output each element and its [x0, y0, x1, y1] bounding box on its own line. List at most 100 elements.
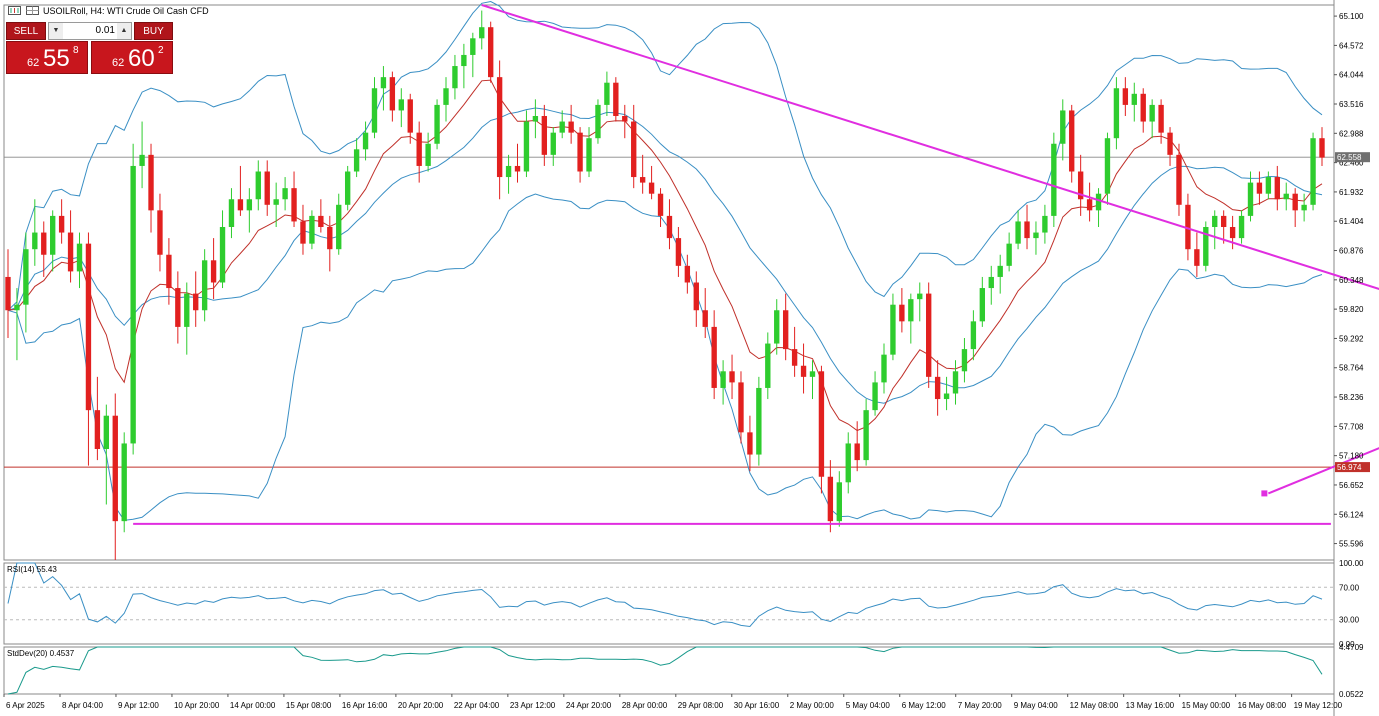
candle	[130, 143, 136, 455]
candle	[917, 282, 923, 322]
time-label: 30 Apr 16:00	[734, 701, 780, 710]
candle	[1122, 77, 1129, 116]
rsi-scale-label: 30.00	[1339, 616, 1360, 625]
candle	[1292, 188, 1298, 227]
candle-body	[246, 199, 253, 211]
candle-body	[604, 82, 610, 105]
chevron-up-icon[interactable]: ▲	[117, 23, 131, 39]
candle	[595, 99, 601, 144]
candle	[1006, 232, 1012, 272]
price-label: 61.932	[1339, 188, 1364, 197]
time-label: 16 May 08:00	[1238, 701, 1287, 710]
sell-price-prefix: 62	[27, 57, 40, 69]
candle-body	[1006, 243, 1012, 266]
candle-body	[282, 188, 288, 200]
bollinger-lower	[7, 193, 1323, 521]
candle	[23, 232, 29, 333]
candle-body	[452, 66, 458, 89]
candle-body	[94, 410, 101, 449]
candle	[112, 393, 118, 560]
candle	[881, 343, 887, 394]
candle	[854, 421, 860, 472]
candles	[5, 10, 1325, 560]
candle	[67, 210, 74, 283]
candle-body	[1024, 221, 1030, 239]
candle	[1033, 221, 1039, 255]
chevron-down-icon[interactable]: ▼	[49, 23, 63, 39]
candle	[479, 10, 485, 50]
candle	[648, 165, 655, 200]
lot-size-value[interactable]: 0.01	[95, 25, 115, 36]
candle-body	[622, 116, 628, 122]
candle-body	[827, 476, 834, 522]
candle	[41, 221, 47, 277]
trendline[interactable]	[481, 4, 1379, 299]
candle	[800, 343, 807, 394]
candle	[1113, 77, 1120, 150]
candle-body	[675, 238, 682, 266]
lot-size-field[interactable]: ▼ 0.01 ▲	[48, 22, 132, 40]
candle	[1024, 204, 1030, 250]
candle	[720, 360, 726, 405]
candle	[1283, 182, 1289, 211]
candle-body	[5, 276, 11, 311]
sell-button[interactable]: SELL	[6, 22, 46, 40]
trendline-handle	[1261, 490, 1268, 497]
candle	[300, 204, 306, 255]
candle	[273, 182, 279, 227]
candle-body	[264, 171, 270, 205]
candle	[747, 415, 753, 472]
candle	[5, 249, 11, 338]
candle-body	[702, 310, 708, 327]
candle	[702, 288, 708, 338]
time-label: 7 May 20:00	[958, 701, 1003, 710]
candle-body	[344, 171, 351, 205]
candle-body	[14, 304, 20, 311]
candle-body	[1042, 215, 1048, 233]
candle	[693, 271, 699, 327]
time-label: 19 May 12:00	[1294, 701, 1343, 710]
candle-body	[1256, 182, 1263, 194]
candle	[872, 371, 878, 416]
buy-button[interactable]: BUY	[134, 22, 173, 40]
candle	[1238, 210, 1245, 244]
candle-body	[1069, 110, 1075, 172]
candle-body	[1086, 199, 1093, 211]
candle-body	[300, 221, 306, 244]
price-label: 56.652	[1339, 481, 1364, 490]
candle	[264, 160, 270, 216]
candle-body	[130, 165, 136, 444]
time-label: 13 May 16:00	[1126, 701, 1175, 710]
time-label: 14 Apr 00:00	[230, 701, 276, 710]
candle-body	[443, 88, 449, 105]
sell-price-box[interactable]: 62 55 8	[6, 41, 88, 74]
candle	[505, 154, 512, 194]
candle-body	[559, 121, 565, 133]
candle-body	[434, 104, 440, 144]
stddev-panel: StdDev(20) 0.4537 4.4709 0.0522	[7, 643, 1364, 699]
candle-body	[952, 371, 959, 394]
candle	[631, 104, 637, 189]
candle-body	[1140, 93, 1146, 122]
price-grid	[4, 156, 1334, 468]
price-label: 57.708	[1339, 422, 1364, 431]
candle	[684, 254, 691, 294]
candle	[184, 282, 190, 355]
candle-body	[997, 265, 1003, 277]
candle	[657, 188, 664, 227]
level-tag: 56.974	[1337, 463, 1362, 472]
candle-body	[219, 227, 226, 283]
trendlines[interactable]	[133, 4, 1379, 525]
candle-body	[979, 288, 986, 322]
candle-body	[166, 254, 172, 289]
candle-body	[845, 443, 851, 483]
candle-body	[505, 165, 512, 178]
candle-body	[738, 382, 744, 433]
candle-body	[470, 38, 476, 55]
time-label: 2 May 00:00	[790, 701, 835, 710]
bollinger-middle	[7, 107, 1323, 404]
buy-price-box[interactable]: 62 60 2	[91, 41, 173, 74]
candle	[934, 360, 941, 416]
candle-body	[988, 276, 994, 289]
